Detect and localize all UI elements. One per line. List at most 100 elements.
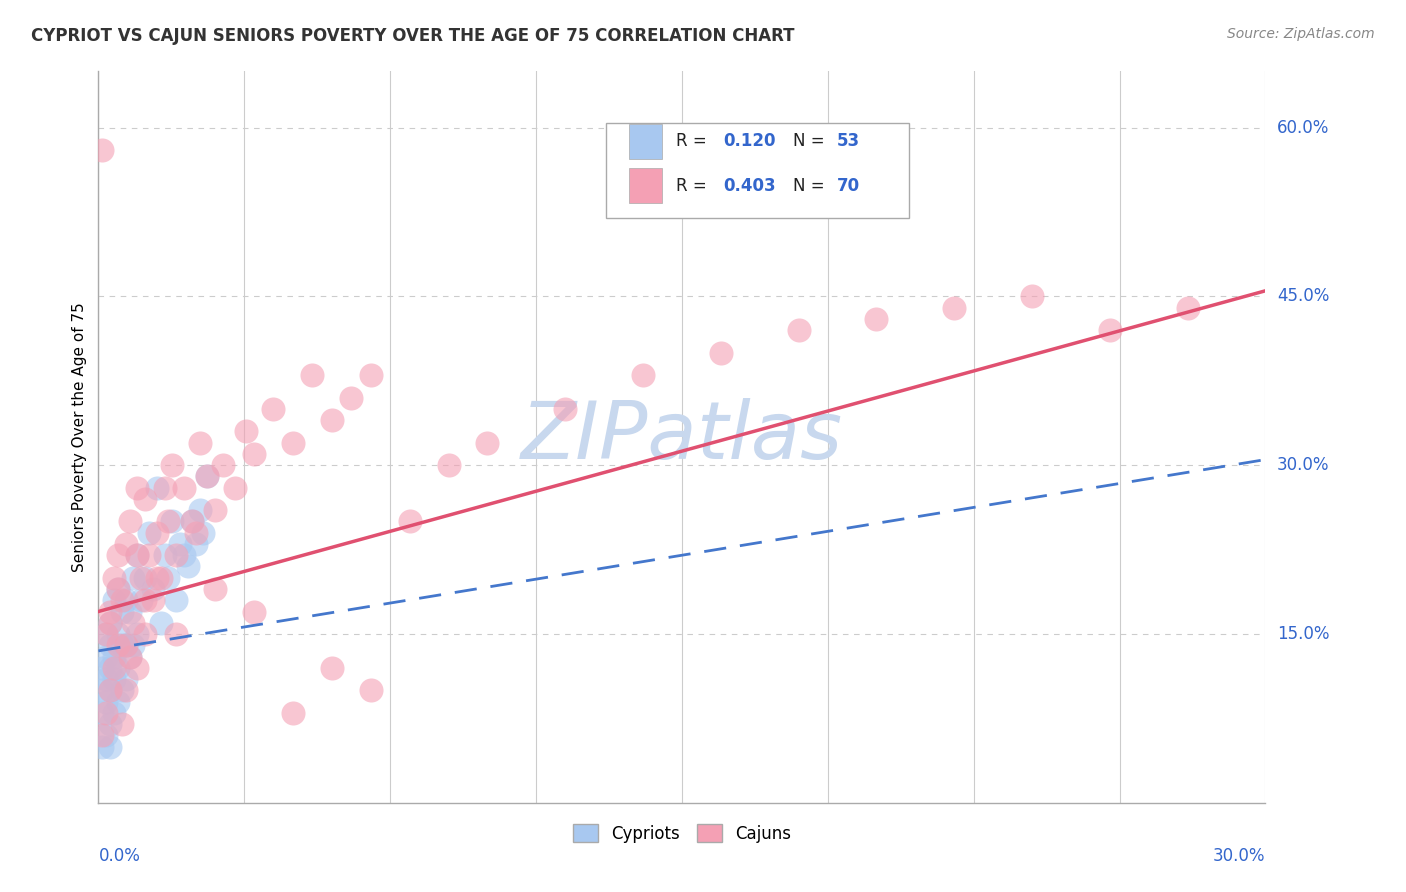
Text: 0.120: 0.120 — [723, 132, 775, 150]
Point — [184, 537, 207, 551]
Text: ZIPatlas: ZIPatlas — [520, 398, 844, 476]
Point — [195, 469, 218, 483]
Point — [204, 503, 226, 517]
Point — [204, 582, 226, 596]
Point — [162, 515, 184, 529]
Point — [235, 425, 257, 439]
Point — [107, 694, 129, 708]
Point — [281, 706, 304, 720]
Point — [114, 593, 136, 607]
Point — [212, 458, 235, 473]
Point — [111, 638, 134, 652]
Point — [91, 706, 114, 720]
Text: 53: 53 — [837, 132, 860, 150]
Point — [118, 605, 141, 619]
Text: 15.0%: 15.0% — [1277, 625, 1330, 643]
Point — [188, 435, 211, 450]
Text: 0.0%: 0.0% — [98, 847, 141, 864]
Point — [146, 525, 169, 540]
Point — [114, 537, 136, 551]
Text: R =: R = — [676, 177, 711, 194]
Point — [173, 548, 195, 562]
Point — [554, 401, 576, 416]
Point — [114, 683, 136, 698]
Text: Source: ZipAtlas.com: Source: ZipAtlas.com — [1227, 27, 1375, 41]
Legend: Cypriots, Cajuns: Cypriots, Cajuns — [567, 818, 797, 849]
Point — [129, 571, 152, 585]
Point — [180, 515, 202, 529]
Point — [321, 413, 343, 427]
Point — [96, 672, 118, 686]
Point — [177, 559, 200, 574]
Y-axis label: Seniors Poverty Over the Age of 75: Seniors Poverty Over the Age of 75 — [72, 302, 87, 572]
Point — [122, 571, 145, 585]
Point — [91, 683, 114, 698]
Point — [98, 605, 121, 619]
Point — [165, 548, 187, 562]
Point — [91, 143, 114, 157]
Point — [146, 481, 169, 495]
Point — [122, 615, 145, 630]
Text: R =: R = — [676, 132, 711, 150]
Point — [360, 368, 382, 383]
Point — [142, 582, 165, 596]
Point — [193, 525, 215, 540]
Point — [710, 345, 733, 359]
Point — [96, 728, 118, 742]
Point — [262, 401, 284, 416]
Point — [149, 615, 172, 630]
Point — [224, 481, 246, 495]
Point — [98, 739, 121, 754]
Point — [114, 672, 136, 686]
Point — [127, 661, 149, 675]
Point — [98, 661, 121, 675]
Text: 0.403: 0.403 — [723, 177, 775, 194]
Point — [360, 683, 382, 698]
FancyBboxPatch shape — [606, 122, 910, 218]
Point — [243, 605, 266, 619]
Text: 70: 70 — [837, 177, 860, 194]
FancyBboxPatch shape — [630, 124, 662, 159]
Point — [153, 548, 176, 562]
Point — [865, 312, 887, 326]
Point — [134, 593, 156, 607]
Text: N =: N = — [793, 132, 830, 150]
Point — [146, 571, 169, 585]
Point — [162, 458, 184, 473]
Point — [103, 571, 125, 585]
Point — [91, 728, 114, 742]
Point — [118, 515, 141, 529]
Point — [96, 706, 118, 720]
Point — [173, 481, 195, 495]
Point — [149, 571, 172, 585]
Point — [98, 615, 121, 630]
Point — [91, 661, 114, 675]
Point — [243, 447, 266, 461]
Point — [138, 548, 160, 562]
Point — [138, 525, 160, 540]
Point — [165, 593, 187, 607]
Point — [103, 706, 125, 720]
Text: CYPRIOT VS CAJUN SENIORS POVERTY OVER THE AGE OF 75 CORRELATION CHART: CYPRIOT VS CAJUN SENIORS POVERTY OVER TH… — [31, 27, 794, 45]
Point — [111, 593, 134, 607]
Point — [398, 515, 420, 529]
Point — [1098, 323, 1121, 337]
Point — [188, 503, 211, 517]
Point — [127, 481, 149, 495]
Point — [943, 301, 966, 315]
Point — [142, 593, 165, 607]
Point — [114, 638, 136, 652]
Point — [180, 515, 202, 529]
Point — [127, 627, 149, 641]
Point — [98, 683, 121, 698]
Point — [98, 717, 121, 731]
Point — [111, 717, 134, 731]
FancyBboxPatch shape — [630, 169, 662, 203]
Text: 30.0%: 30.0% — [1277, 456, 1330, 475]
Point — [184, 525, 207, 540]
Point — [111, 605, 134, 619]
Point — [1021, 289, 1043, 303]
Point — [118, 649, 141, 664]
Point — [477, 435, 499, 450]
Point — [321, 661, 343, 675]
